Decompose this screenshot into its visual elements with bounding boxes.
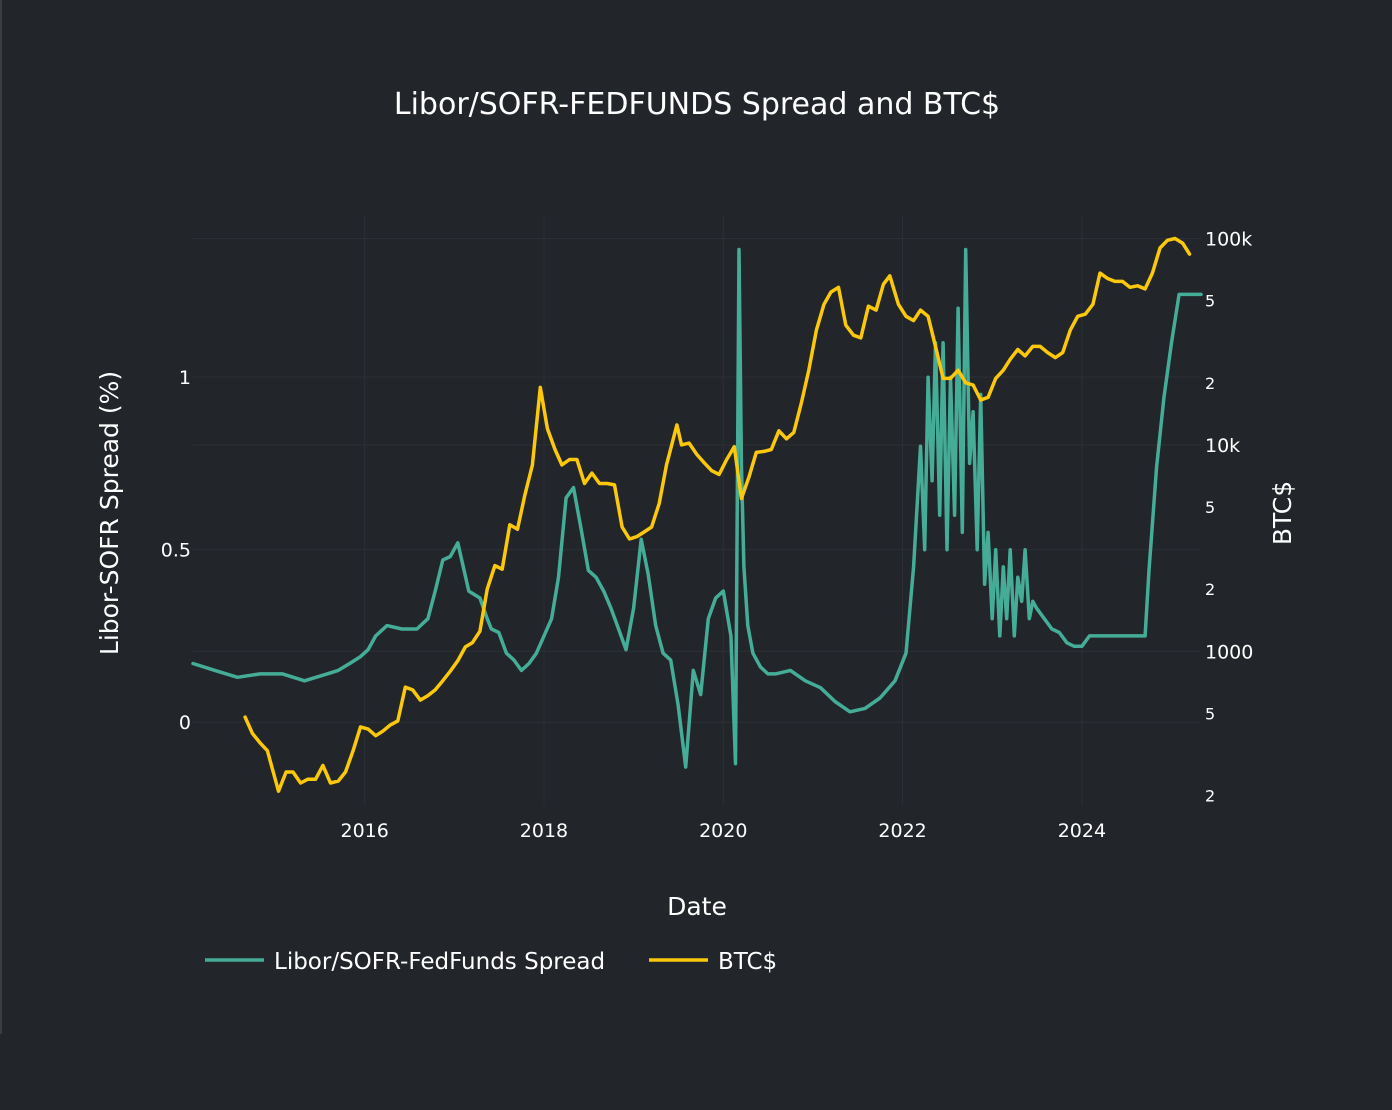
- left-frame-border: [0, 0, 2, 1034]
- chart-background: [0, 0, 1392, 1034]
- y-axis-title: Libor-SOFR Spread (%): [95, 371, 124, 655]
- y2-tick-label-0: 100k: [1205, 229, 1252, 251]
- x-tick-label-2022: 2022: [878, 820, 926, 842]
- y2-axis-title: BTC$: [1268, 481, 1297, 545]
- y-tick-label-0: 1: [179, 367, 191, 389]
- x-tick-label-2018: 2018: [520, 820, 568, 842]
- bottom-strip: [0, 1034, 1392, 1106]
- y-tick-label-1: 0.5: [161, 540, 191, 562]
- x-tick-label-2016: 2016: [341, 820, 389, 842]
- x-axis-title: Date: [667, 892, 727, 921]
- y2-tick-label-8: 2: [1205, 787, 1215, 806]
- x-tick-label-2024: 2024: [1058, 820, 1106, 842]
- legend-label-spread: Libor/SOFR-FedFunds Spread: [274, 949, 605, 975]
- x-tick-label-2020: 2020: [699, 820, 747, 842]
- y2-tick-label-1: 5: [1205, 292, 1215, 311]
- y2-tick-label-6: 1000: [1205, 641, 1253, 663]
- y2-tick-label-4: 5: [1205, 498, 1215, 517]
- y2-tick-label-7: 5: [1205, 704, 1215, 723]
- y2-tick-label-3: 10k: [1205, 435, 1240, 457]
- y2-tick-label-5: 2: [1205, 580, 1215, 599]
- legend-label-btc: BTC$: [718, 949, 777, 975]
- chart-title: Libor/SOFR-FEDFUNDS Spread and BTC$: [394, 87, 1000, 122]
- y-tick-label-2: 0: [179, 712, 191, 734]
- y2-tick-label-2: 2: [1205, 374, 1215, 393]
